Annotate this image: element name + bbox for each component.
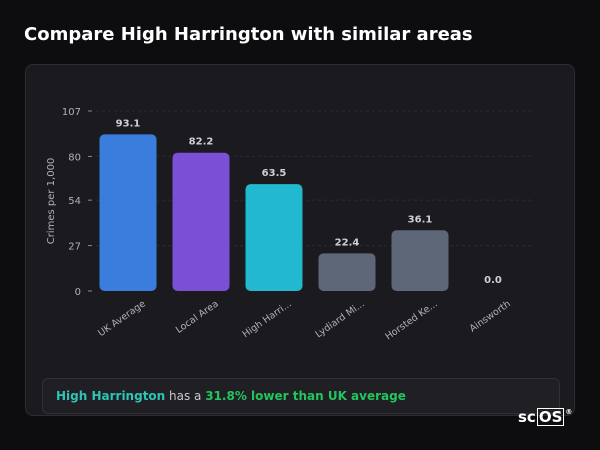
crime-comparison-chart: 0 27 54 80 107 Crimes per 1,000 93.1 UK Average…	[46, 107, 532, 342]
x-tick-label-5: Ainsworth	[468, 298, 513, 334]
scos-logo: sc OS ®	[518, 408, 572, 426]
logo-sc: sc	[518, 408, 536, 426]
value-label-1: 82.2	[189, 137, 214, 148]
value-label-4: 36.1	[408, 214, 433, 225]
x-tick-label-4: Horsted Ke...	[383, 298, 439, 342]
summary-area-name: High Harrington	[56, 389, 166, 403]
x-tick-label-1: Local Area	[174, 298, 221, 335]
value-label-2: 63.5	[262, 168, 287, 179]
y-tick-label-27: 27	[68, 242, 81, 253]
y-axis-label: Crimes per 1,000	[46, 158, 57, 245]
y-tick-label-80: 80	[68, 152, 81, 163]
value-label-5: 0.0	[484, 275, 502, 286]
bar-0	[99, 134, 157, 291]
comparison-card: 0 27 54 80 107 Crimes per 1,000 93.1 UK Average…	[25, 64, 575, 416]
x-tick-label-3: Lydiard Mi...	[314, 298, 367, 340]
summary-middle-text: has a	[165, 389, 206, 403]
summary-box: High Harrington has a 31.8% lower than U…	[42, 378, 560, 414]
summary-stat: 31.8% lower than UK average	[205, 389, 406, 403]
y-tick-label-107: 107	[62, 107, 81, 118]
value-label-3: 22.4	[335, 237, 360, 248]
y-tick-label-54: 54	[68, 196, 81, 207]
x-tick-label-0: UK Average	[96, 298, 148, 339]
bar-1	[172, 152, 230, 291]
x-tick-label-2: High Harri...	[241, 298, 294, 340]
logo-os: OS	[536, 408, 565, 426]
page-title: Compare High Harrington with similar are…	[24, 24, 473, 45]
y-tick-label-0: 0	[75, 287, 81, 298]
bar-4	[391, 230, 449, 291]
value-label-0: 93.1	[116, 118, 141, 129]
bar-3	[318, 253, 376, 291]
bar-2	[245, 184, 303, 291]
logo-registered-mark: ®	[565, 408, 573, 416]
